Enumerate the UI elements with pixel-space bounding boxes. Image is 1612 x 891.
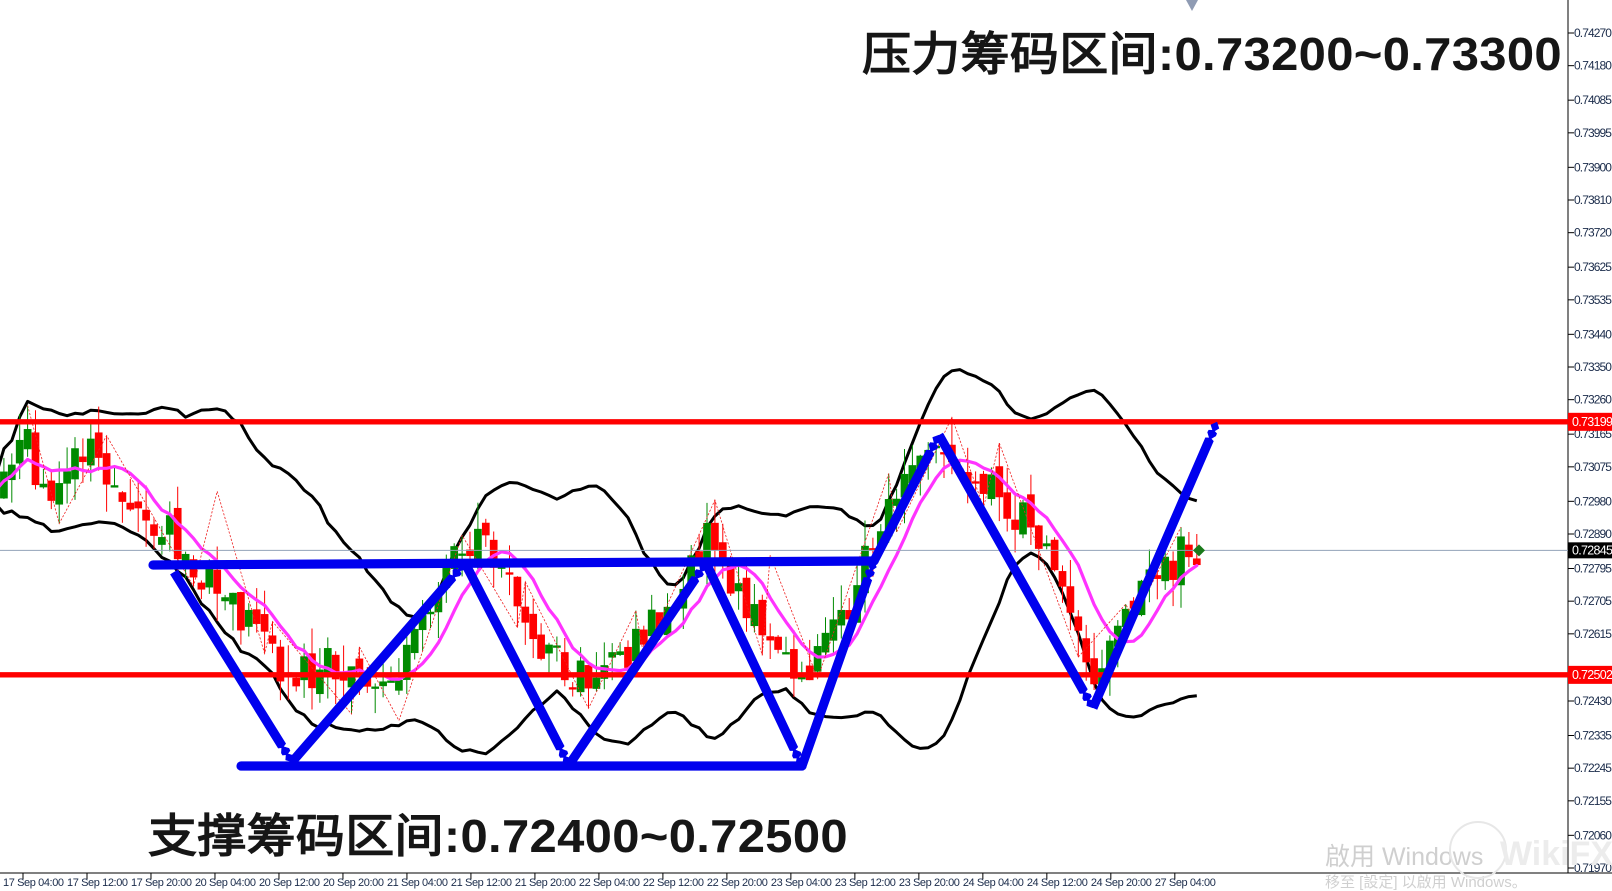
- svg-text:20 Sep 20:00: 20 Sep 20:00: [323, 877, 384, 889]
- svg-text:0.73350: 0.73350: [1574, 360, 1612, 374]
- svg-text:0.72795: 0.72795: [1574, 561, 1612, 575]
- svg-text:0.72155: 0.72155: [1574, 794, 1612, 808]
- svg-text:17 Sep 12:00: 17 Sep 12:00: [67, 877, 128, 889]
- svg-text:0.74085: 0.74085: [1574, 93, 1612, 107]
- svg-text:0.72980: 0.72980: [1574, 494, 1612, 508]
- svg-text:支撑筹码区间:0.72400~0.72500: 支撑筹码区间:0.72400~0.72500: [148, 810, 848, 862]
- svg-text:0.73535: 0.73535: [1574, 293, 1612, 307]
- svg-text:23 Sep 12:00: 23 Sep 12:00: [835, 877, 896, 889]
- svg-text:20 Sep 12:00: 20 Sep 12:00: [259, 877, 320, 889]
- svg-text:0.72245: 0.72245: [1574, 761, 1612, 775]
- svg-text:0.73900: 0.73900: [1574, 160, 1612, 174]
- svg-text:0.73720: 0.73720: [1574, 226, 1612, 240]
- svg-text:0.72615: 0.72615: [1574, 627, 1612, 641]
- svg-text:17 Sep 20:00: 17 Sep 20:00: [131, 877, 192, 889]
- svg-text:24 Sep 20:00: 24 Sep 20:00: [1091, 877, 1152, 889]
- svg-text:20 Sep 04:00: 20 Sep 04:00: [195, 877, 256, 889]
- svg-text:22 Sep 04:00: 22 Sep 04:00: [579, 877, 640, 889]
- svg-text:0.74180: 0.74180: [1574, 59, 1612, 73]
- svg-text:27 Sep 04:00: 27 Sep 04:00: [1155, 877, 1216, 889]
- svg-text:21 Sep 12:00: 21 Sep 12:00: [451, 877, 512, 889]
- svg-text:22 Sep 20:00: 22 Sep 20:00: [707, 877, 768, 889]
- svg-text:24 Sep 12:00: 24 Sep 12:00: [1027, 877, 1088, 889]
- svg-text:0.72845: 0.72845: [1572, 543, 1612, 557]
- svg-text:压力筹码区间:0.73200~0.73300: 压力筹码区间:0.73200~0.73300: [862, 28, 1562, 80]
- svg-text:21 Sep 04:00: 21 Sep 04:00: [387, 877, 448, 889]
- svg-text:0.72430: 0.72430: [1574, 694, 1612, 708]
- svg-text:0.72890: 0.72890: [1574, 527, 1612, 541]
- svg-text:0.74270: 0.74270: [1574, 26, 1612, 40]
- svg-text:23 Sep 04:00: 23 Sep 04:00: [771, 877, 832, 889]
- svg-text:0.73440: 0.73440: [1574, 327, 1612, 341]
- svg-text:0.73995: 0.73995: [1574, 126, 1612, 140]
- svg-text:0.72335: 0.72335: [1574, 728, 1612, 742]
- svg-text:17 Sep 04:00: 17 Sep 04:00: [3, 877, 64, 889]
- svg-text:0.73075: 0.73075: [1574, 460, 1612, 474]
- svg-text:0.73625: 0.73625: [1574, 260, 1612, 274]
- svg-text:0.73810: 0.73810: [1574, 193, 1612, 207]
- svg-text:22 Sep 12:00: 22 Sep 12:00: [643, 877, 704, 889]
- svg-text:0.72502: 0.72502: [1572, 668, 1612, 682]
- svg-text:0.73260: 0.73260: [1574, 393, 1612, 407]
- svg-text:WikiFX: WikiFX: [1500, 835, 1612, 873]
- svg-text:移至 [設定] 以啟用 Windows。: 移至 [設定] 以啟用 Windows。: [1325, 874, 1527, 891]
- svg-text:23 Sep 20:00: 23 Sep 20:00: [899, 877, 960, 889]
- svg-text:0.72705: 0.72705: [1574, 594, 1612, 608]
- svg-text:啟用 Windows: 啟用 Windows: [1325, 843, 1483, 871]
- svg-text:0.73199: 0.73199: [1572, 415, 1612, 429]
- svg-text:24 Sep 04:00: 24 Sep 04:00: [963, 877, 1024, 889]
- svg-text:21 Sep 20:00: 21 Sep 20:00: [515, 877, 576, 889]
